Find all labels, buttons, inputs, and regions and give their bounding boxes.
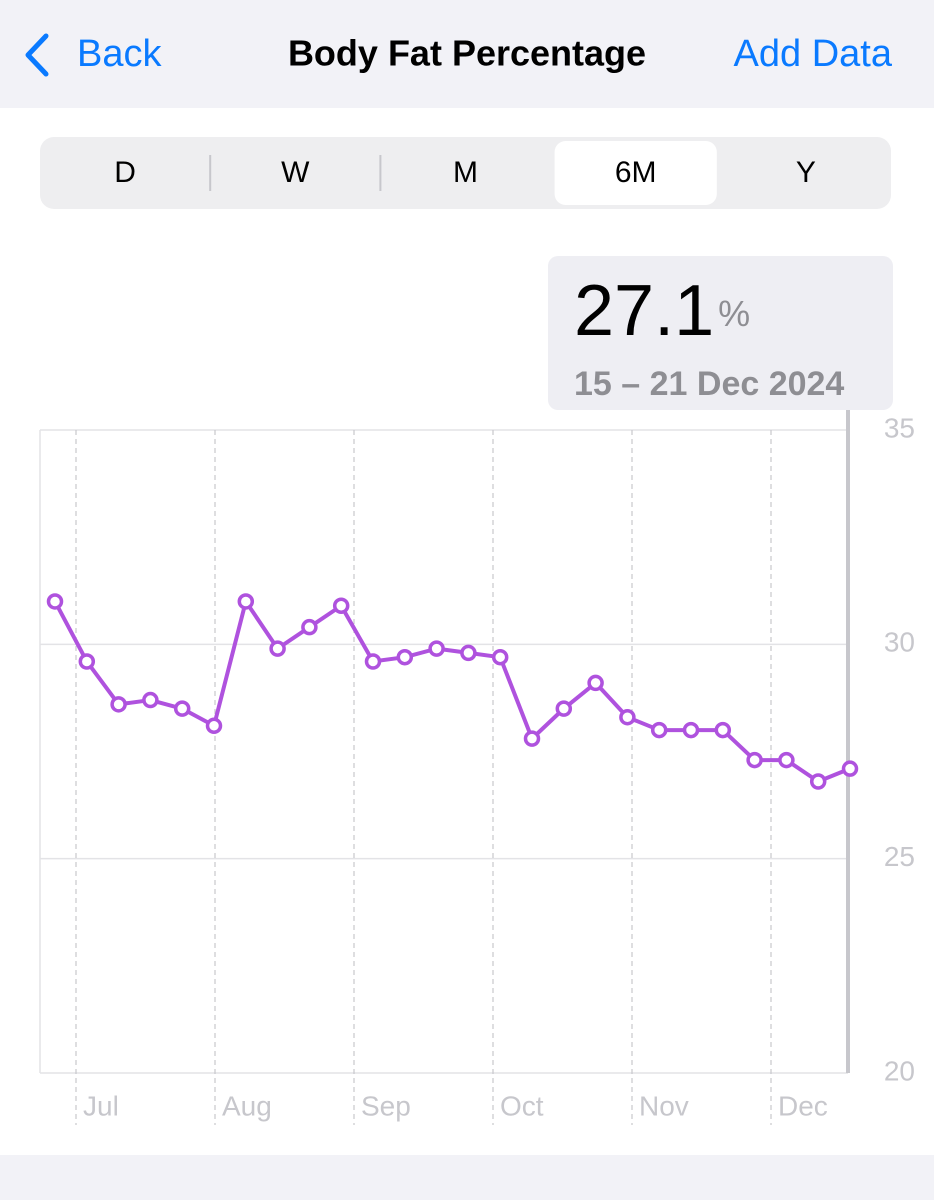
- data-point[interactable]: [237, 593, 255, 610]
- segment[interactable]: W: [281, 156, 310, 189]
- data-point[interactable]: [746, 751, 763, 769]
- segment[interactable]: D: [114, 156, 136, 189]
- data-point[interactable]: [332, 597, 350, 615]
- y-tick-label: 25: [884, 841, 915, 872]
- data-point[interactable]: [491, 648, 509, 666]
- y-tick-label: 20: [884, 1055, 915, 1086]
- chart: 20 25 30 35 Jul Aug Sep Oct Nov Dec: [39, 410, 915, 1125]
- y-tick-label: 35: [884, 412, 915, 443]
- data-point[interactable]: [205, 717, 223, 735]
- x-tick-label: Aug: [222, 1090, 272, 1121]
- x-tick-label: Oct: [500, 1090, 544, 1121]
- x-tick-label: Dec: [778, 1090, 828, 1121]
- data-point[interactable]: [555, 700, 573, 717]
- highlight-box: [548, 256, 893, 410]
- data-point[interactable]: [809, 773, 827, 790]
- segments: D W M 6M Y: [114, 141, 816, 205]
- segment-selected: [554, 141, 717, 205]
- bottom-bar: [0, 1155, 934, 1200]
- data-point[interactable]: [650, 721, 668, 739]
- data-point[interactable]: [428, 640, 445, 657]
- add-data-button[interactable]: Add Data: [734, 33, 893, 75]
- segment[interactable]: M: [453, 156, 478, 189]
- x-tick-label: Sep: [361, 1090, 411, 1121]
- y-tick-label: 30: [884, 627, 915, 658]
- segment[interactable]: Y: [796, 156, 816, 189]
- nav-bar: [0, 0, 934, 108]
- data-point[interactable]: [714, 721, 732, 739]
- back-chevron[interactable]: [25, 33, 49, 77]
- data-point[interactable]: [841, 760, 859, 777]
- data-point[interactable]: [142, 691, 159, 709]
- highlight-unit: %: [718, 293, 750, 334]
- data-point[interactable]: [78, 653, 96, 670]
- segment[interactable]: 6M: [615, 156, 657, 189]
- nav-title: Body Fat Percentage: [288, 33, 646, 74]
- highlight-number: 27.1: [574, 271, 714, 351]
- x-tick-label: Nov: [639, 1090, 689, 1121]
- data-point[interactable]: [587, 674, 604, 692]
- data-point[interactable]: [364, 653, 382, 670]
- data-point[interactable]: [682, 721, 700, 739]
- data-point[interactable]: [396, 648, 414, 666]
- back-button[interactable]: Back: [77, 33, 162, 75]
- data-point[interactable]: [110, 696, 127, 713]
- data-point[interactable]: [778, 751, 795, 769]
- highlight-value: 27.1%: [574, 271, 750, 351]
- x-tick-label: Jul: [83, 1090, 119, 1121]
- data-point[interactable]: [173, 700, 191, 717]
- data-point[interactable]: [619, 708, 636, 726]
- data-point[interactable]: [269, 640, 286, 657]
- highlight-range: 15 – 21 Dec 2024: [574, 365, 844, 403]
- data-point[interactable]: [523, 730, 541, 747]
- data-point[interactable]: [301, 618, 318, 636]
- data-point[interactable]: [460, 644, 477, 662]
- data-point[interactable]: [46, 593, 64, 610]
- series-line: [53, 599, 851, 784]
